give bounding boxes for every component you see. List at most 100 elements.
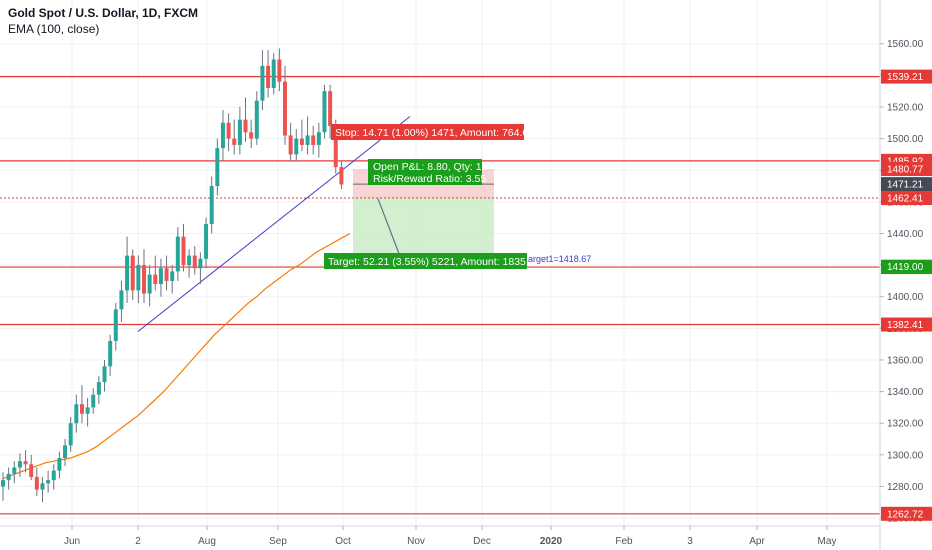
- candle-body[interactable]: [63, 445, 68, 459]
- target-label-box: [324, 253, 527, 269]
- time-tick-label: May: [818, 536, 837, 547]
- candle-body[interactable]: [243, 119, 248, 133]
- candle-body[interactable]: [34, 476, 39, 490]
- candle-body[interactable]: [130, 255, 135, 291]
- price-label-stop: 1480.77: [887, 165, 924, 176]
- candle-body[interactable]: [249, 132, 254, 139]
- candle-body[interactable]: [333, 125, 338, 168]
- candle-body[interactable]: [311, 135, 316, 145]
- candle-body[interactable]: [237, 119, 242, 145]
- candle-body[interactable]: [226, 122, 231, 139]
- time-tick-label: Dec: [473, 536, 491, 547]
- price-label-line: 1485.92: [887, 156, 924, 167]
- candle-body[interactable]: [17, 461, 22, 468]
- candle-body[interactable]: [40, 483, 45, 490]
- candle-body[interactable]: [85, 407, 90, 414]
- price-tick-label: 1360.00: [887, 355, 924, 366]
- candle-body[interactable]: [29, 464, 34, 477]
- candle-body[interactable]: [1, 480, 5, 487]
- candle-body[interactable]: [204, 223, 209, 259]
- stop-label-box: [331, 124, 524, 140]
- candle-body[interactable]: [79, 404, 84, 414]
- candle-body[interactable]: [322, 91, 327, 133]
- candle-body[interactable]: [254, 100, 259, 139]
- candle-body[interactable]: [181, 236, 186, 266]
- candle-body[interactable]: [96, 382, 101, 395]
- time-tick-label: Sep: [269, 536, 287, 547]
- price-label-box: [881, 162, 932, 177]
- time-tick-label: Apr: [749, 536, 765, 547]
- candle-body[interactable]: [57, 458, 62, 471]
- candle-body[interactable]: [305, 135, 310, 145]
- candle-body[interactable]: [294, 138, 299, 155]
- candle-body[interactable]: [108, 340, 113, 367]
- price-label-box: [881, 317, 932, 332]
- price-tick-label: 1520.00: [887, 102, 924, 113]
- price-label-last: 1471.21: [887, 180, 924, 191]
- price-label-box: [881, 191, 932, 206]
- candle-body[interactable]: [215, 148, 220, 187]
- candle-body[interactable]: [91, 394, 96, 408]
- time-tick-label: Oct: [335, 536, 351, 547]
- candle-body[interactable]: [198, 258, 203, 269]
- price-label-target: 1419.00: [887, 262, 924, 273]
- candle-body[interactable]: [220, 122, 225, 149]
- candle-body[interactable]: [175, 236, 180, 272]
- candle-body[interactable]: [46, 480, 51, 484]
- candle-body[interactable]: [68, 423, 73, 446]
- candle-body[interactable]: [271, 59, 276, 88]
- price-tick-label: 1340.00: [887, 387, 924, 398]
- indicator-legend: EMA (100, close): [8, 22, 100, 36]
- candle-body[interactable]: [119, 290, 124, 310]
- price-label-box: [881, 506, 932, 521]
- time-tick-label: 2: [135, 536, 141, 547]
- candle-body[interactable]: [328, 91, 333, 126]
- candle-body[interactable]: [277, 59, 282, 82]
- candle-body[interactable]: [187, 255, 192, 266]
- candle-body[interactable]: [316, 132, 321, 145]
- candle-body[interactable]: [209, 186, 214, 224]
- pl-label-box: [368, 159, 482, 185]
- candle-body[interactable]: [232, 138, 237, 145]
- candle-body[interactable]: [158, 268, 163, 285]
- target-tag-label: arget1=1418.67: [528, 254, 591, 264]
- stop-label: Stop: 14.71 (1.00%) 1471, Amount: 764.64: [335, 127, 534, 139]
- candle-body[interactable]: [136, 265, 141, 291]
- price-tick-label: 1440.00: [887, 229, 924, 240]
- price-label-box: [881, 177, 932, 192]
- candle-body[interactable]: [51, 470, 56, 481]
- price-label-entry: 1462.41: [887, 194, 924, 205]
- candle-body[interactable]: [299, 138, 304, 145]
- trendline[interactable]: [137, 116, 411, 332]
- time-tick-label: 2020: [540, 536, 563, 547]
- price-tick-label: 1280.00: [887, 482, 924, 493]
- candle-body[interactable]: [170, 271, 175, 281]
- candle-body[interactable]: [12, 467, 17, 474]
- price-tick-label: 1500.00: [887, 134, 924, 145]
- candle-body[interactable]: [147, 274, 152, 294]
- candle-body[interactable]: [74, 404, 79, 424]
- price-label-line: 1382.41: [887, 320, 924, 331]
- price-tick-label: 1400.00: [887, 292, 924, 303]
- candle-body[interactable]: [125, 255, 130, 291]
- price-tick-label: 1300.00: [887, 450, 924, 461]
- candle-body[interactable]: [339, 167, 344, 185]
- chart-title: Gold Spot / U.S. Dollar, 1D, FXCM: [8, 6, 199, 20]
- candle-body[interactable]: [260, 65, 265, 101]
- price-label-line: 1262.72: [887, 509, 924, 520]
- candle-body[interactable]: [288, 135, 293, 155]
- time-tick-label: Jun: [64, 536, 80, 547]
- candle-body[interactable]: [6, 473, 11, 481]
- candle-body[interactable]: [164, 268, 169, 281]
- candle-body[interactable]: [142, 265, 146, 294]
- candle-body[interactable]: [113, 309, 118, 341]
- candle-body[interactable]: [23, 461, 28, 465]
- candle-body[interactable]: [102, 366, 107, 383]
- candle-body[interactable]: [153, 274, 158, 285]
- price-tick-label: 1560.00: [887, 39, 924, 50]
- candle-body[interactable]: [283, 81, 287, 136]
- candle-body[interactable]: [192, 255, 197, 269]
- candle-body[interactable]: [266, 65, 271, 88]
